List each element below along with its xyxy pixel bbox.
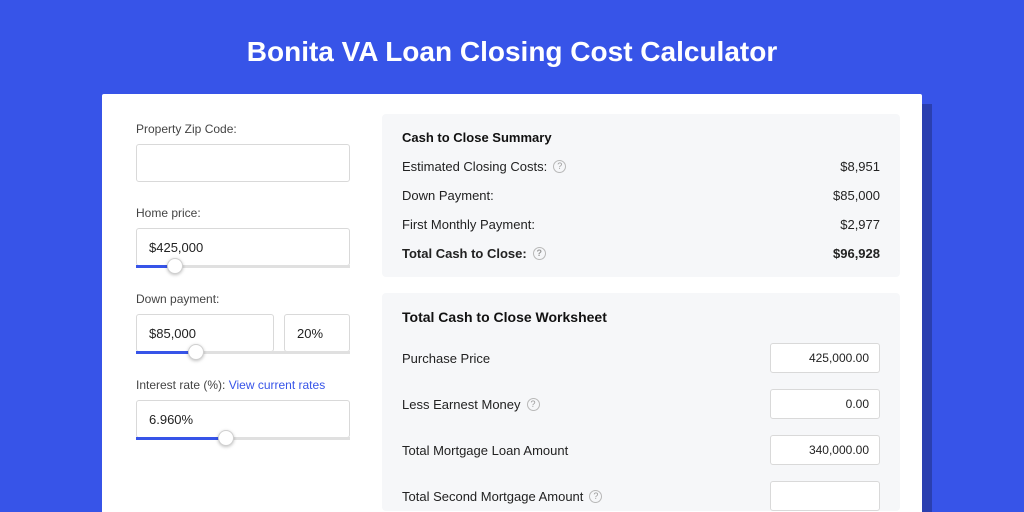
rate-slider[interactable] (136, 437, 350, 440)
rate-input[interactable] (136, 400, 350, 438)
worksheet-row: Total Second Mortgage Amount? (402, 481, 880, 511)
down-payment-slider-thumb[interactable] (188, 344, 204, 360)
help-icon[interactable]: ? (553, 160, 566, 173)
summary-row-value: $8,951 (840, 159, 880, 174)
view-rates-link[interactable]: View current rates (229, 378, 326, 392)
page-title: Bonita VA Loan Closing Cost Calculator (0, 0, 1024, 94)
worksheet-rows: Purchase Price Less Earnest Money? Total M… (402, 343, 880, 511)
worksheet-row-label: Total Second Mortgage Amount (402, 489, 583, 504)
worksheet-row-label: Less Earnest Money (402, 397, 521, 412)
summary-total-row: Total Cash to Close: ? $96,928 (402, 246, 880, 261)
worksheet-heading: Total Cash to Close Worksheet (402, 309, 880, 325)
rate-slider-thumb[interactable] (218, 430, 234, 446)
summary-heading: Cash to Close Summary (402, 130, 880, 145)
inputs-panel: Property Zip Code: Home price: Down paym… (102, 94, 372, 512)
summary-row-value: $2,977 (840, 217, 880, 232)
summary-row: Estimated Closing Costs:? $8,951 (402, 159, 880, 174)
worksheet-row: Purchase Price (402, 343, 880, 373)
summary-row: First Monthly Payment: $2,977 (402, 217, 880, 232)
down-payment-amount-input[interactable] (136, 314, 274, 352)
down-payment-slider-fill (136, 351, 196, 354)
zip-label: Property Zip Code: (136, 122, 350, 136)
worksheet-row-input[interactable] (770, 435, 880, 465)
home-price-slider[interactable] (136, 265, 350, 268)
zip-input[interactable] (136, 144, 350, 182)
down-payment-slider[interactable] (136, 351, 350, 354)
rate-slider-fill (136, 437, 226, 440)
help-icon[interactable]: ? (533, 247, 546, 260)
summary-row-label: Down Payment: (402, 188, 494, 203)
home-price-label: Home price: (136, 206, 350, 220)
worksheet-row: Total Mortgage Loan Amount (402, 435, 880, 465)
summary-total-value: $96,928 (833, 246, 880, 261)
down-payment-pct-input[interactable] (284, 314, 350, 352)
summary-rows: Estimated Closing Costs:? $8,951 Down Paym… (402, 159, 880, 232)
home-price-field-group: Home price: (136, 206, 350, 268)
summary-row-label: First Monthly Payment: (402, 217, 535, 232)
down-payment-field-group: Down payment: (136, 292, 350, 354)
help-icon[interactable]: ? (527, 398, 540, 411)
results-panel: Cash to Close Summary Estimated Closing … (372, 94, 922, 512)
worksheet-row-label: Purchase Price (402, 351, 490, 366)
summary-row: Down Payment: $85,000 (402, 188, 880, 203)
calculator-card-wrap: Property Zip Code: Home price: Down paym… (102, 94, 922, 512)
worksheet-row-input[interactable] (770, 343, 880, 373)
worksheet-row-input[interactable] (770, 481, 880, 511)
summary-box: Cash to Close Summary Estimated Closing … (382, 114, 900, 277)
down-payment-label: Down payment: (136, 292, 350, 306)
rate-field-group: Interest rate (%): View current rates (136, 378, 350, 440)
worksheet-row-input[interactable] (770, 389, 880, 419)
calculator-card: Property Zip Code: Home price: Down paym… (102, 94, 922, 512)
summary-total-label: Total Cash to Close: (402, 246, 527, 261)
summary-row-value: $85,000 (833, 188, 880, 203)
rate-label: Interest rate (%): (136, 378, 229, 392)
worksheet-row: Less Earnest Money? (402, 389, 880, 419)
home-price-slider-thumb[interactable] (167, 258, 183, 274)
summary-row-label: Estimated Closing Costs: (402, 159, 547, 174)
zip-field-group: Property Zip Code: (136, 122, 350, 182)
help-icon[interactable]: ? (589, 490, 602, 503)
worksheet-row-label: Total Mortgage Loan Amount (402, 443, 568, 458)
worksheet-box: Total Cash to Close Worksheet Purchase P… (382, 293, 900, 511)
